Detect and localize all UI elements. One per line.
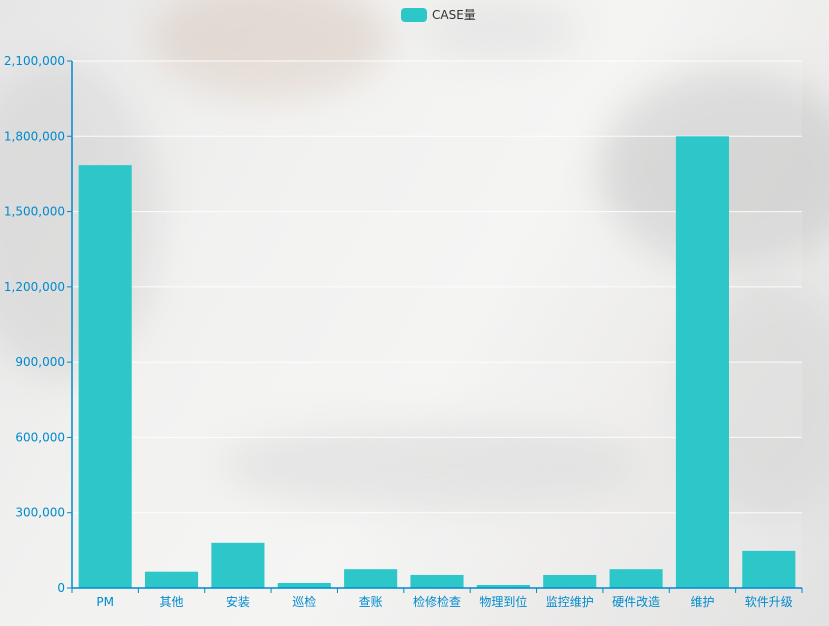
- y-tick-label: 1,200,000: [4, 280, 65, 294]
- y-tick-label: 300,000: [15, 506, 65, 520]
- y-tick-label: 1,800,000: [4, 129, 65, 143]
- y-tick-label: 0: [57, 581, 65, 595]
- bar: [476, 584, 530, 588]
- bar: [145, 571, 199, 588]
- grid-band: [72, 61, 802, 137]
- y-tick-label: 900,000: [15, 355, 65, 369]
- x-tick-label: 其他: [160, 595, 184, 609]
- bar: [211, 542, 265, 588]
- x-tick-label: 查账: [359, 595, 383, 609]
- x-tick-label: 检修检查: [413, 594, 461, 609]
- x-tick-label: 维护: [690, 595, 714, 609]
- bar: [742, 550, 796, 588]
- bar: [277, 582, 331, 588]
- legend-label: CASE量: [432, 8, 476, 22]
- legend[interactable]: CASE量: [401, 6, 476, 23]
- x-tick-label: PM: [96, 595, 114, 609]
- x-tick-label: 安装: [226, 594, 250, 609]
- y-tick-label: 600,000: [15, 430, 65, 444]
- bar: [675, 136, 729, 589]
- x-tick-label: 物理到位: [479, 594, 527, 609]
- bar: [609, 569, 663, 588]
- bar: [410, 574, 464, 588]
- bar: [78, 165, 132, 588]
- x-tick-label: 软件升级: [745, 595, 793, 609]
- x-tick-label: 硬件改造: [612, 595, 660, 609]
- x-tick-label: 监控维护: [546, 595, 594, 609]
- axes: 0 300,000 600,000 900,000 1,200,000 1,500,000…: [4, 54, 803, 609]
- x-tick-label: 巡检: [292, 594, 316, 609]
- bar: [344, 569, 398, 588]
- bar: [543, 574, 597, 588]
- y-tick-label: 1,500,000: [4, 205, 65, 219]
- y-tick-label: 2,100,000: [4, 54, 65, 68]
- legend-swatch: [401, 7, 427, 22]
- bars: [78, 136, 796, 589]
